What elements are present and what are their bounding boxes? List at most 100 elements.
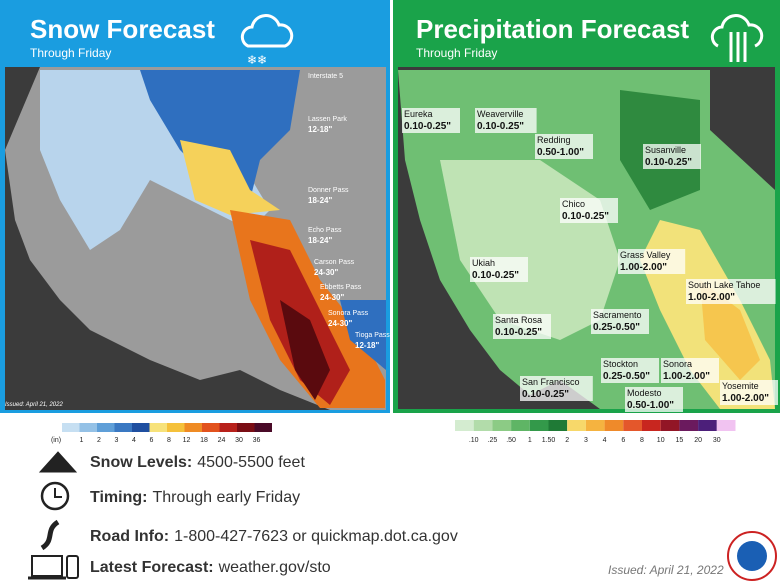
precip-label-name: Modesto (627, 388, 662, 398)
info-text: 1-800-427-7623 or quickmap.dot.ca.gov (174, 528, 458, 545)
precip-legend-tick: 3 (584, 437, 588, 444)
precip-label-amount: 0.50-1.00" (627, 400, 674, 411)
snow-label-amount: 18-24" (308, 196, 332, 205)
precip-label-box (520, 376, 593, 401)
info-line: Timing: Through early Friday (90, 489, 300, 506)
precip-label-amount: 0.10-0.25" (645, 157, 692, 168)
precip-label-name: Sacramento (593, 310, 642, 320)
footer-issued: Issued: April 21, 2022 (608, 563, 724, 577)
precip-legend-swatch (623, 420, 642, 431)
precip-legend-tick: 1 (528, 437, 532, 444)
snow-subtitle: Through Friday (30, 46, 111, 60)
info-line: Latest Forecast: weather.gov/sto (90, 559, 331, 576)
precip-subtitle: Through Friday (416, 46, 497, 60)
snow-legend-tick: 12 (183, 437, 191, 444)
precip-label-name: Yosemite (722, 381, 759, 391)
precip-legend-tick: .10 (469, 437, 479, 444)
precip-label-name: Eureka (404, 109, 433, 119)
precip-label-box (535, 134, 593, 159)
info-label: Road Info: (90, 528, 169, 545)
snow-legend-swatch (254, 423, 272, 432)
precip-label-name: San Francisco (522, 377, 580, 387)
info-text: 4500-5500 feet (197, 454, 305, 471)
precip-legend-tick: 15 (676, 437, 684, 444)
precip-legend-swatch (473, 420, 493, 431)
info-text: Through early Friday (152, 489, 300, 506)
snow-legend-swatch (114, 423, 132, 432)
precip-legend-tick: .25 (488, 437, 498, 444)
precip-label-amount: 0.10-0.25" (495, 327, 542, 338)
snow-label-name: Lassen Park (308, 116, 347, 123)
snow-label-name: Tioga Pass (355, 332, 390, 339)
snow-label-name: Interstate 5 (308, 73, 343, 80)
info-line: Snow Levels: 4500-5500 feet (90, 454, 305, 471)
precip-legend-swatch (698, 420, 717, 431)
nws-logo (727, 531, 777, 581)
precip-label-amount: 1.00-2.00" (688, 292, 735, 303)
precip-label-box (591, 309, 649, 334)
info-label: Snow Levels: (90, 454, 192, 471)
snow-legend-tick: 30 (235, 437, 243, 444)
precip-label-amount: 1.00-2.00" (722, 393, 769, 404)
precip-label-box (475, 108, 537, 133)
precip-label-amount: 1.00-2.00" (663, 371, 710, 382)
precip-legend-swatch (567, 420, 586, 431)
precip-label-amount: 1.00-2.00" (620, 262, 667, 273)
precip-label-box (601, 358, 659, 383)
snow-legend-swatch (62, 423, 80, 432)
snow-label-name: Echo Pass (308, 227, 342, 234)
snow-legend-tick: 3 (115, 437, 119, 444)
snow-legend-swatch (79, 423, 97, 432)
precip-label-name: Redding (537, 135, 571, 145)
snow-legend-tick: 1 (80, 437, 84, 444)
snow-legend-tick: 6 (150, 437, 154, 444)
snow-legend-tick: 2 (97, 437, 101, 444)
snow-label-amount: 24-30" (328, 319, 352, 328)
precip-label-name: Stockton (603, 359, 638, 369)
precip-legend-tick: 4 (603, 437, 607, 444)
snow-label-amount: 18-24" (308, 236, 332, 245)
precip-label-name: Grass Valley (620, 250, 671, 260)
info-label: Latest Forecast: (90, 559, 214, 576)
snow-label-amount: 24-30" (320, 293, 344, 302)
precip-legend-swatch (642, 420, 661, 431)
precip-label-amount: 0.10-0.25" (477, 121, 524, 132)
precip-label-name: Weaverville (477, 109, 523, 119)
precip-label-name: Chico (562, 199, 585, 209)
precip-legend-swatch (660, 420, 680, 431)
info-label: Timing: (90, 489, 147, 506)
precip-label-box (661, 358, 719, 383)
snow-legend-swatch (97, 423, 115, 432)
precip-label-box (625, 387, 683, 412)
precip-legend-swatch (492, 420, 512, 431)
snow-title: Snow Forecast (30, 14, 215, 44)
precip-legend-tick: 6 (621, 437, 625, 444)
snow-legend-tick: 4 (132, 437, 136, 444)
snow-legend-tick: 18 (200, 437, 208, 444)
snow-label-name: Carson Pass (314, 259, 355, 266)
precip-label-amount: 0.10-0.25" (522, 389, 569, 400)
rain-icon (710, 14, 764, 62)
precip-legend-tick: 30 (713, 437, 721, 444)
snow-legend-swatch (149, 423, 167, 432)
snow-legend-swatch (132, 423, 150, 432)
snow-issued: Issued: April 21, 2022 (5, 402, 63, 408)
precip-legend-tick: 10 (657, 437, 665, 444)
precip-label-amount: 0.25-0.50" (593, 322, 640, 333)
precip-map (398, 67, 775, 409)
precip-legend-tick: 8 (640, 437, 644, 444)
precip-legend-swatch (604, 420, 624, 431)
snow-label-name: Ebbetts Pass (320, 284, 362, 291)
snow-label-name: Donner Pass (308, 187, 349, 194)
info-line: Road Info: 1-800-427-7623 or quickmap.dot… (90, 528, 458, 545)
precip-label-amount: 0.25-0.50" (603, 371, 650, 382)
snow-legend-swatch (219, 423, 237, 432)
snow-legend-swatch (167, 423, 185, 432)
precip-label-amount: 0.10-0.25" (404, 121, 451, 132)
precip-label-box (493, 314, 551, 339)
precip-legend-swatch (548, 420, 568, 431)
snow-legend-tick: 8 (167, 437, 171, 444)
precip-legend-tick: 1.50 (542, 437, 556, 444)
snow-map (5, 67, 386, 410)
info-text: weather.gov/sto (218, 559, 331, 576)
